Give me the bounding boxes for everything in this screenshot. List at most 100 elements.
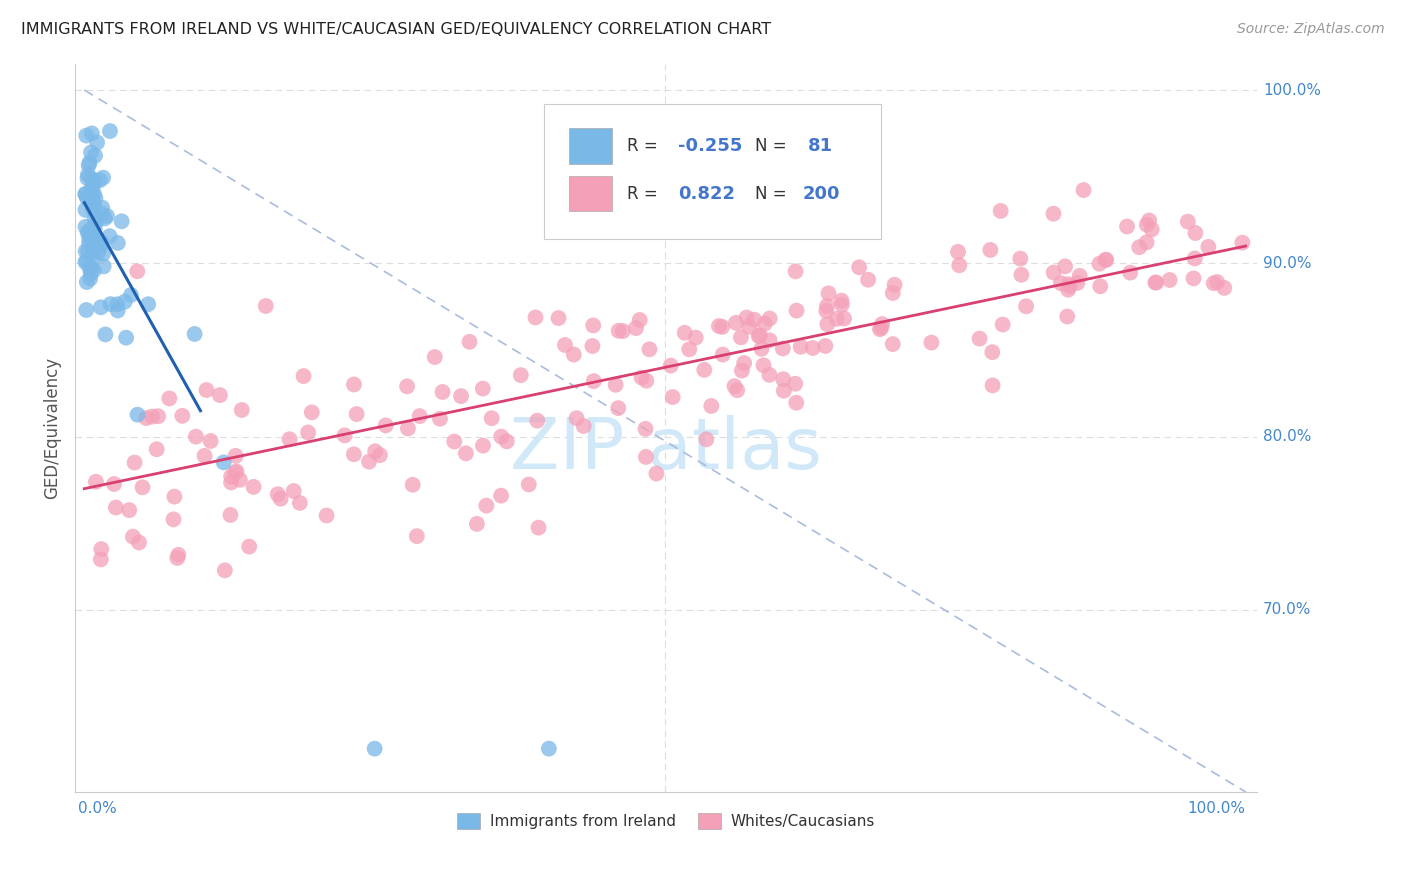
- Point: [83, 211, 105, 226]
- Point: [107, 303, 129, 318]
- Point: [172, 409, 194, 423]
- Point: [1197, 240, 1219, 254]
- Point: [83, 174, 105, 188]
- Point: [429, 411, 451, 425]
- Text: Source: ZipAtlas.com: Source: ZipAtlas.com: [1237, 22, 1385, 37]
- Point: [162, 512, 184, 526]
- Point: [1056, 310, 1078, 324]
- Point: [80, 187, 103, 202]
- Point: [1140, 222, 1163, 236]
- Point: [77, 158, 100, 172]
- Point: [83, 198, 105, 212]
- Point: [225, 449, 247, 463]
- Point: [1206, 275, 1229, 289]
- Point: [443, 434, 465, 449]
- Point: [735, 310, 758, 325]
- Point: [562, 347, 585, 361]
- Point: [122, 530, 145, 544]
- Point: [76, 171, 98, 186]
- Point: [725, 383, 748, 397]
- Point: [368, 448, 391, 462]
- Point: [1136, 218, 1159, 232]
- Point: [1213, 281, 1236, 295]
- Point: [1057, 283, 1080, 297]
- Point: [94, 327, 117, 342]
- Point: [79, 271, 101, 285]
- Point: [91, 246, 114, 260]
- Point: [685, 331, 707, 345]
- Point: [93, 211, 115, 226]
- Point: [1184, 226, 1206, 240]
- Point: [83, 263, 105, 277]
- Point: [693, 363, 716, 377]
- Point: [772, 384, 794, 398]
- Point: [90, 235, 112, 250]
- Point: [731, 363, 754, 377]
- Point: [242, 480, 264, 494]
- Point: [1094, 252, 1116, 267]
- Point: [554, 338, 576, 352]
- Point: [517, 477, 540, 491]
- Point: [1144, 276, 1167, 290]
- Point: [758, 334, 780, 348]
- Point: [707, 319, 730, 334]
- Point: [225, 465, 247, 479]
- Point: [752, 359, 775, 373]
- Point: [472, 439, 495, 453]
- Point: [673, 326, 696, 340]
- Point: [79, 261, 101, 276]
- Point: [742, 312, 765, 326]
- Point: [1136, 235, 1159, 250]
- Point: [115, 331, 138, 345]
- Point: [214, 563, 236, 577]
- Point: [93, 260, 115, 274]
- Point: [363, 741, 385, 756]
- Point: [659, 359, 682, 373]
- Point: [83, 231, 105, 245]
- Point: [825, 311, 848, 326]
- Point: [454, 446, 477, 460]
- Point: [969, 332, 991, 346]
- Point: [89, 234, 111, 248]
- Point: [882, 285, 904, 300]
- Point: [830, 293, 852, 308]
- Point: [80, 127, 103, 141]
- Point: [628, 313, 651, 327]
- Point: [946, 244, 969, 259]
- Point: [128, 535, 150, 549]
- Point: [163, 490, 186, 504]
- Point: [772, 342, 794, 356]
- Point: [815, 304, 838, 318]
- Point: [77, 244, 100, 258]
- Point: [238, 540, 260, 554]
- Point: [315, 508, 337, 523]
- Point: [700, 399, 723, 413]
- Point: [1069, 268, 1091, 283]
- Point: [229, 473, 252, 487]
- Point: [76, 191, 98, 205]
- Text: 200: 200: [803, 185, 839, 202]
- Point: [195, 383, 218, 397]
- Point: [84, 475, 107, 489]
- Point: [83, 186, 105, 201]
- Point: [141, 409, 163, 424]
- Point: [135, 411, 157, 425]
- Point: [84, 148, 107, 162]
- Point: [432, 384, 454, 399]
- Point: [301, 405, 323, 419]
- Point: [107, 235, 129, 250]
- Point: [90, 301, 112, 315]
- Point: [82, 202, 104, 216]
- Point: [465, 516, 488, 531]
- Point: [75, 303, 97, 318]
- Legend: Immigrants from Ireland, Whites/Caucasians: Immigrants from Ireland, Whites/Caucasia…: [451, 807, 882, 835]
- Point: [79, 156, 101, 170]
- Point: [636, 374, 658, 388]
- Point: [77, 226, 100, 240]
- Point: [1232, 235, 1254, 250]
- Point: [219, 475, 242, 490]
- Point: [661, 390, 683, 404]
- Point: [374, 418, 396, 433]
- Point: [624, 321, 647, 335]
- Point: [856, 273, 879, 287]
